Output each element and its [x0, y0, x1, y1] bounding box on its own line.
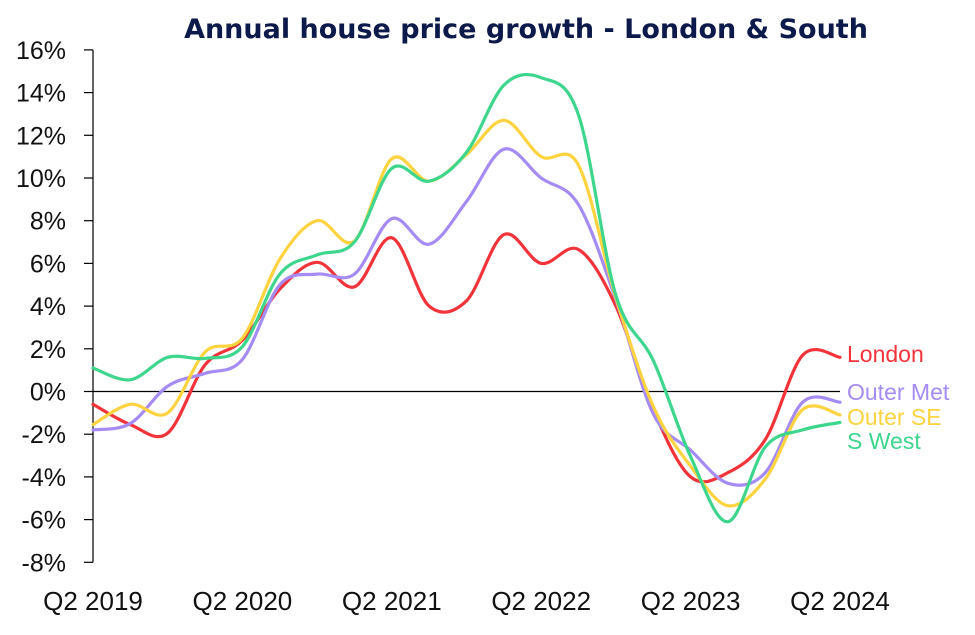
series-line-outer-se	[91, 118, 842, 508]
y-tick-label: 0%	[30, 379, 66, 407]
series-label-outer-se: Outer SE	[847, 404, 942, 430]
y-tick-label: 6%	[30, 250, 66, 278]
x-tick-label: Q2 2019	[43, 586, 143, 616]
y-tick-label: 8%	[30, 208, 66, 236]
series-line-s-west	[91, 72, 842, 524]
series-line-london	[91, 232, 842, 484]
series-lines	[91, 72, 842, 524]
x-tick-label: Q2 2024	[790, 586, 890, 616]
y-axis: -8% -6% -4% -2% 0% 2% 4% 6% 8% 10% 12% 14% 16%	[16, 37, 94, 577]
y-tick-label: -8%	[22, 549, 66, 577]
y-tick-label: 12%	[16, 122, 66, 150]
x-axis: Q2 2019 Q2 2020 Q2 2021 Q2 2022 Q2 2023 Q2 20…	[43, 390, 890, 616]
y-tick-label: 4%	[30, 293, 66, 321]
x-tick-label: Q2 2020	[193, 586, 293, 616]
y-tick-label: 16%	[16, 37, 66, 65]
chart-title: Annual house price growth - London & Sou…	[184, 14, 868, 45]
y-tick-label: 14%	[16, 80, 66, 108]
y-tick-label: 10%	[16, 165, 66, 193]
series-line-outer-met	[91, 147, 842, 487]
x-tick-label: Q2 2022	[491, 586, 591, 616]
y-tick-label: -2%	[22, 421, 66, 449]
series-label-outer-met: Outer Met	[847, 379, 950, 405]
y-tick-label: 2%	[30, 336, 66, 364]
series-label-london: London	[847, 341, 924, 367]
y-tick-label: -4%	[22, 464, 66, 492]
y-tick-label: -6%	[22, 507, 66, 535]
series-label-s-west: S West	[847, 428, 921, 454]
x-tick-label: Q2 2021	[342, 586, 442, 616]
x-tick-label: Q2 2023	[641, 586, 741, 616]
